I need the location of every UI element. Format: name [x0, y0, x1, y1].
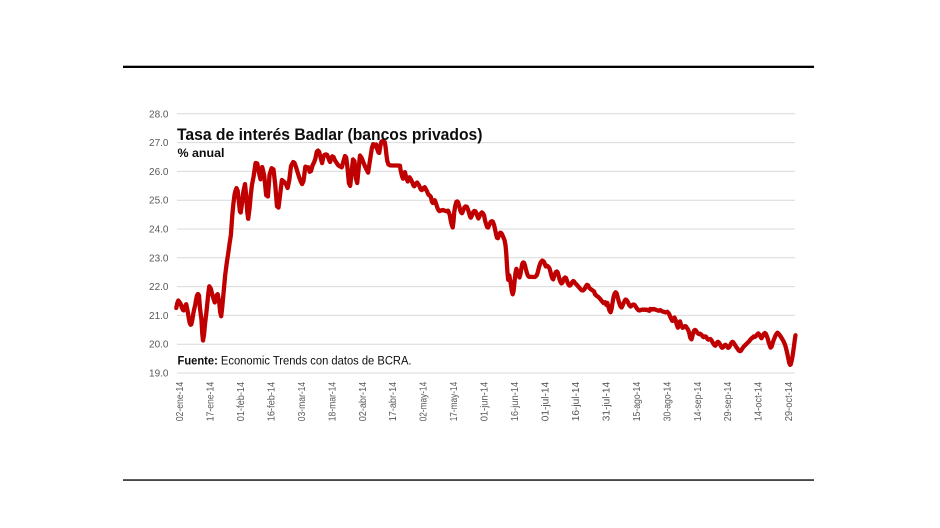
svg-text:26.0: 26.0: [149, 167, 169, 178]
svg-text:16-feb-14: 16-feb-14: [266, 381, 277, 421]
svg-text:14-oct-14: 14-oct-14: [754, 381, 765, 421]
svg-text:Fuente: Economic Trends con da: Fuente: Economic Trends con datos de BCR…: [178, 353, 412, 367]
svg-text:25.0: 25.0: [149, 196, 169, 207]
svg-text:01-feb-14: 01-feb-14: [236, 381, 247, 421]
svg-text:01-jun-14: 01-jun-14: [480, 381, 491, 421]
svg-text:22.0: 22.0: [149, 282, 169, 293]
svg-text:03-mar-14: 03-mar-14: [297, 381, 308, 421]
svg-text:29-oct-14: 29-oct-14: [784, 381, 795, 421]
svg-text:17-may-14: 17-may-14: [449, 381, 460, 421]
svg-text:02-ene-14: 02-ene-14: [175, 381, 186, 421]
svg-text:15-ago-14: 15-ago-14: [632, 381, 643, 421]
svg-text:18-mar-14: 18-mar-14: [327, 381, 338, 421]
svg-text:17-ene-14: 17-ene-14: [206, 381, 217, 421]
svg-text:19.0: 19.0: [149, 369, 169, 380]
svg-text:02-may-14: 02-may-14: [419, 381, 430, 421]
svg-text:30-ago-14: 30-ago-14: [662, 381, 673, 421]
svg-text:Tasa de interés Badlar (bancos: Tasa de interés Badlar (bancos privados): [177, 125, 483, 144]
svg-text:02-abr-14: 02-abr-14: [358, 381, 369, 421]
svg-text:27.0: 27.0: [149, 138, 169, 149]
svg-text:21.0: 21.0: [149, 311, 169, 322]
svg-text:17-abr-14: 17-abr-14: [388, 381, 399, 421]
svg-text:31-jul-14: 31-jul-14: [601, 381, 612, 421]
svg-text:14-sep-14: 14-sep-14: [693, 381, 704, 421]
svg-text:% anual: % anual: [178, 146, 225, 160]
svg-text:23.0: 23.0: [149, 253, 169, 264]
svg-text:20.0: 20.0: [149, 340, 169, 351]
svg-text:16-jul-14: 16-jul-14: [571, 381, 582, 421]
svg-text:28.0: 28.0: [149, 109, 169, 120]
svg-text:24.0: 24.0: [149, 225, 169, 236]
svg-text:16-jun-14: 16-jun-14: [510, 381, 521, 421]
svg-text:01-jul-14: 01-jul-14: [541, 381, 552, 421]
svg-text:29-sep-14: 29-sep-14: [723, 381, 734, 421]
